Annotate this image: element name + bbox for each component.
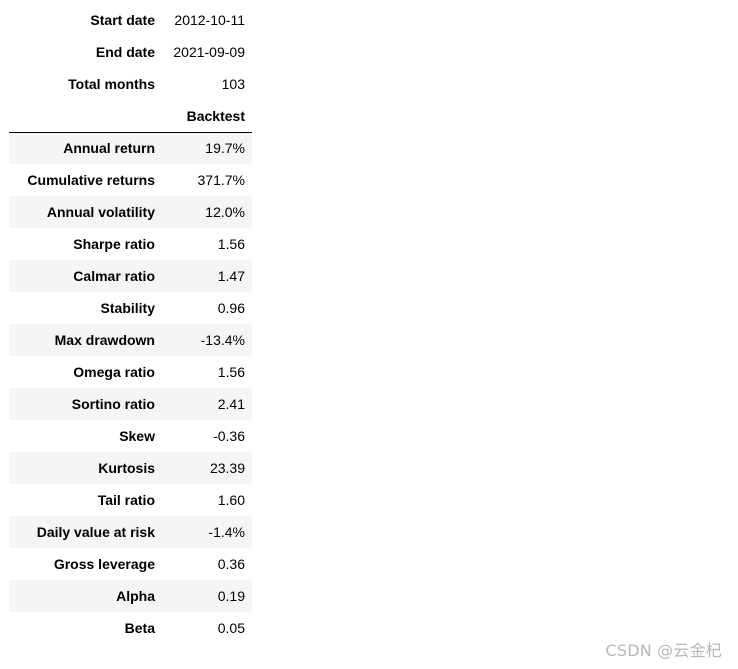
metric-label: Gross leverage bbox=[53, 556, 155, 572]
metric-label: Sortino ratio bbox=[9, 388, 162, 420]
table-row: Annual return 19.7% bbox=[9, 132, 252, 164]
table-row: Beta 0.05 bbox=[9, 612, 252, 644]
metric-label: Annual return bbox=[9, 132, 162, 164]
metric-label: Cumulative returns bbox=[27, 172, 155, 188]
table-row: End date 2021-09-09 bbox=[9, 36, 252, 68]
metric-label: Annual volatility bbox=[9, 196, 162, 228]
table-row: Sharpe ratio 1.56 bbox=[9, 228, 252, 260]
metric-label: Max drawdown bbox=[9, 324, 162, 356]
metric-value: 23.39 bbox=[162, 452, 252, 484]
table-row: Calmar ratio 1.47 bbox=[9, 260, 252, 292]
table-row: Daily value at risk -1.4% bbox=[9, 516, 252, 548]
table-row: Alpha 0.19 bbox=[9, 580, 252, 612]
metric-label: Skew bbox=[119, 428, 155, 444]
metric-value: 1.60 bbox=[217, 492, 245, 508]
metric-label: Daily value at risk bbox=[9, 516, 162, 548]
metric-value: 1.56 bbox=[217, 364, 245, 380]
total-months-label: Total months bbox=[68, 76, 155, 92]
metric-label: Beta bbox=[124, 620, 155, 636]
table-row: Annual volatility 12.0% bbox=[9, 196, 252, 228]
table-row: Cumulative returns 371.7% bbox=[9, 164, 252, 196]
metric-value: -1.4% bbox=[162, 516, 252, 548]
metric-label: Tail ratio bbox=[97, 492, 155, 508]
metric-value: 12.0% bbox=[162, 196, 252, 228]
table-row: Tail ratio 1.60 bbox=[9, 484, 252, 516]
metric-value: 0.36 bbox=[217, 556, 245, 572]
metric-label: Kurtosis bbox=[9, 452, 162, 484]
header-blank-cell bbox=[9, 100, 162, 133]
end-date-label: End date bbox=[95, 44, 155, 60]
table-row: Start date 2012-10-11 bbox=[9, 4, 252, 36]
metric-value: -0.36 bbox=[213, 428, 245, 444]
metric-label: Calmar ratio bbox=[9, 260, 162, 292]
total-months-value: 103 bbox=[221, 76, 245, 92]
performance-table: Start date 2012-10-11 End date 2021-09-0… bbox=[9, 4, 252, 644]
metric-value: 371.7% bbox=[197, 172, 245, 188]
table-row: Max drawdown -13.4% bbox=[9, 324, 252, 356]
metric-value: 19.7% bbox=[162, 132, 252, 164]
table-header-row: Backtest bbox=[9, 100, 252, 133]
table-row: Total months 103 bbox=[9, 68, 252, 100]
metric-value: 1.56 bbox=[217, 236, 245, 252]
table-row: Omega ratio 1.56 bbox=[9, 356, 252, 388]
metric-label: Sharpe ratio bbox=[73, 236, 155, 252]
metric-value: 0.05 bbox=[217, 620, 245, 636]
column-header-backtest: Backtest bbox=[162, 100, 252, 133]
metric-value: 0.96 bbox=[217, 300, 245, 316]
table-row: Sortino ratio 2.41 bbox=[9, 388, 252, 420]
table-row: Kurtosis 23.39 bbox=[9, 452, 252, 484]
start-date-value: 2012-10-11 bbox=[174, 12, 245, 28]
metric-label: Omega ratio bbox=[73, 364, 155, 380]
metrics-section: Annual return 19.7% Cumulative returns 3… bbox=[9, 132, 252, 644]
start-date-label: Start date bbox=[90, 12, 155, 28]
metric-value: 0.19 bbox=[162, 580, 252, 612]
metric-value: -13.4% bbox=[162, 324, 252, 356]
table-row: Skew -0.36 bbox=[9, 420, 252, 452]
metric-label: Stability bbox=[100, 300, 155, 316]
end-date-value: 2021-09-09 bbox=[173, 44, 245, 60]
metric-label: Alpha bbox=[9, 580, 162, 612]
metric-value: 2.41 bbox=[162, 388, 252, 420]
summary-section: Start date 2012-10-11 End date 2021-09-0… bbox=[9, 4, 252, 133]
table-row: Gross leverage 0.36 bbox=[9, 548, 252, 580]
metric-value: 1.47 bbox=[162, 260, 252, 292]
table-row: Stability 0.96 bbox=[9, 292, 252, 324]
watermark: CSDN @云金杞 bbox=[605, 641, 722, 660]
